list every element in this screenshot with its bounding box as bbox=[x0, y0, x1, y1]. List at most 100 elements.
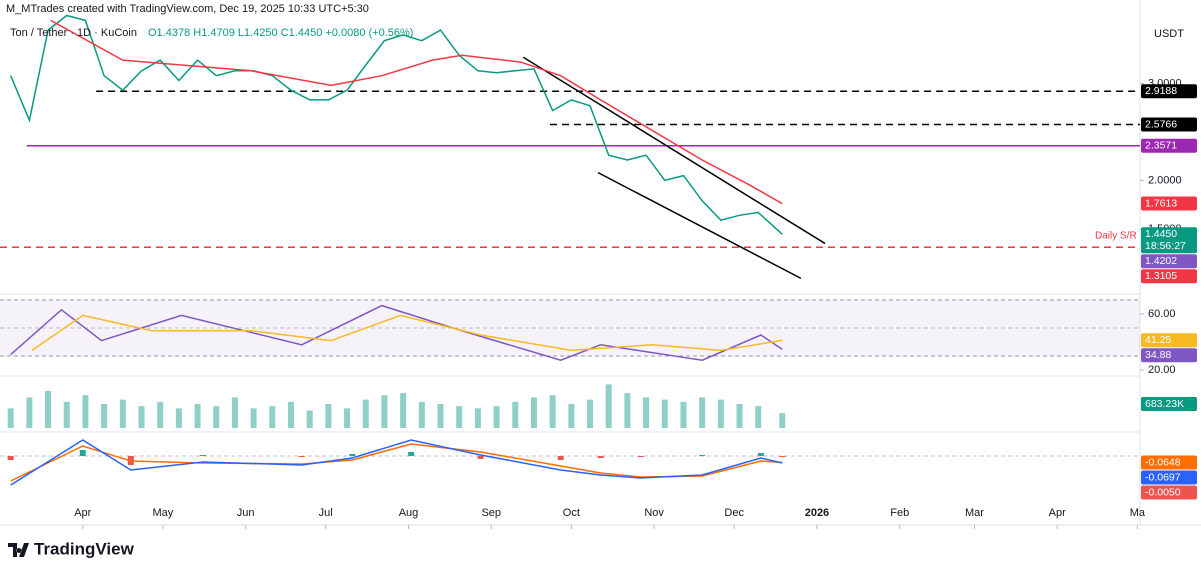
bar bbox=[437, 404, 444, 428]
x-tick-label: Oct bbox=[563, 507, 580, 519]
ohlc: O1.4378 H1.4709 L1.4250 C1.4450 +0.0080 … bbox=[148, 27, 413, 39]
price-label-box bbox=[1141, 138, 1197, 153]
bar bbox=[605, 384, 612, 428]
price-label-box bbox=[1141, 117, 1197, 132]
x-tick-label: Sep bbox=[481, 507, 501, 519]
bar bbox=[63, 401, 70, 428]
bar bbox=[755, 406, 762, 428]
y-tick-label: 2.0000 bbox=[1148, 174, 1182, 186]
bar bbox=[362, 399, 369, 428]
bar bbox=[597, 456, 604, 458]
x-tick-label: Nov bbox=[644, 507, 664, 519]
bar bbox=[408, 452, 415, 456]
price-label: -0.0050 bbox=[1145, 486, 1181, 498]
bar bbox=[680, 401, 687, 428]
bar bbox=[325, 404, 332, 428]
x-tick-label: May bbox=[152, 507, 173, 519]
credit: M_MTrades created with TradingView.com, … bbox=[6, 3, 369, 15]
currency: USDT bbox=[1154, 28, 1184, 40]
series-line bbox=[10, 14, 783, 235]
price-label: 2.9188 bbox=[1145, 85, 1177, 97]
logo-icon bbox=[8, 543, 29, 557]
price-label: 2.5766 bbox=[1145, 118, 1177, 130]
bar bbox=[157, 401, 164, 428]
series-line bbox=[10, 439, 783, 486]
price-label-box bbox=[1141, 470, 1197, 485]
bar bbox=[568, 404, 575, 428]
bar bbox=[82, 395, 89, 428]
bar bbox=[344, 408, 351, 428]
price-label: 2.3571 bbox=[1145, 140, 1177, 152]
price-label: 34.88 bbox=[1145, 349, 1171, 361]
annotation: Daily S/R bbox=[1095, 231, 1137, 242]
logo: TradingView bbox=[8, 539, 135, 558]
price-label-box bbox=[1141, 485, 1197, 500]
bar bbox=[79, 450, 86, 456]
bar bbox=[474, 408, 481, 428]
y-tick-label: 60.00 bbox=[1148, 308, 1176, 320]
bar bbox=[512, 401, 519, 428]
bar bbox=[643, 397, 650, 428]
bar bbox=[175, 408, 182, 428]
bar bbox=[477, 456, 484, 459]
price-label: 1.4450 bbox=[1145, 228, 1177, 240]
y-tick-label: 20.00 bbox=[1148, 364, 1176, 376]
price-label: 1.7613 bbox=[1145, 197, 1177, 209]
symbol: Ton / Tether · 1D · KuCoin bbox=[10, 27, 137, 39]
price-label: 1.4202 bbox=[1145, 255, 1177, 267]
bar bbox=[7, 456, 14, 460]
bar bbox=[7, 408, 14, 428]
bar bbox=[493, 406, 500, 428]
bar bbox=[418, 401, 425, 428]
bar bbox=[736, 404, 743, 428]
x-tick-label: Feb bbox=[890, 507, 909, 519]
bar bbox=[717, 399, 724, 428]
bar bbox=[637, 456, 644, 457]
bar bbox=[45, 390, 52, 428]
price-label-box bbox=[1141, 269, 1197, 284]
countdown: 18:56:27 bbox=[1145, 240, 1186, 252]
bar bbox=[699, 455, 706, 456]
price-label-box bbox=[1141, 333, 1197, 348]
price-label: 41.25 bbox=[1145, 334, 1171, 346]
bar bbox=[530, 397, 537, 428]
bar bbox=[250, 408, 257, 428]
bar bbox=[288, 401, 295, 428]
bar bbox=[213, 406, 220, 428]
bar bbox=[400, 393, 407, 428]
bar bbox=[779, 456, 786, 457]
price-label: -0.0697 bbox=[1145, 471, 1181, 483]
price-label-box bbox=[1141, 84, 1197, 99]
bar bbox=[349, 454, 356, 456]
price-label-box bbox=[1141, 254, 1197, 269]
bar bbox=[298, 456, 305, 457]
bar bbox=[138, 406, 145, 428]
price-label-box bbox=[1141, 397, 1197, 411]
price-label-box bbox=[1141, 227, 1197, 254]
bar bbox=[779, 413, 786, 428]
price-label: -0.0648 bbox=[1145, 456, 1181, 468]
x-tick-label: Jun bbox=[237, 507, 255, 519]
price-label: 683.23K bbox=[1145, 398, 1184, 410]
x-tick-label: Ma bbox=[1130, 507, 1146, 519]
bar bbox=[306, 410, 313, 428]
x-tick-label: Dec bbox=[724, 507, 744, 519]
bar bbox=[199, 455, 206, 456]
x-tick-label: 2026 bbox=[805, 507, 829, 519]
series-line bbox=[50, 19, 783, 205]
bar bbox=[757, 453, 764, 456]
bar bbox=[101, 404, 108, 428]
bar bbox=[456, 406, 463, 428]
bar bbox=[26, 397, 33, 428]
series-line bbox=[31, 314, 783, 352]
price-label-box bbox=[1141, 348, 1197, 363]
price-label-box bbox=[1141, 196, 1197, 211]
bar bbox=[269, 406, 276, 428]
bar bbox=[194, 404, 201, 428]
x-tick-label: Mar bbox=[965, 507, 984, 519]
bar bbox=[549, 395, 556, 428]
bar bbox=[381, 395, 388, 428]
trendline bbox=[597, 171, 802, 280]
